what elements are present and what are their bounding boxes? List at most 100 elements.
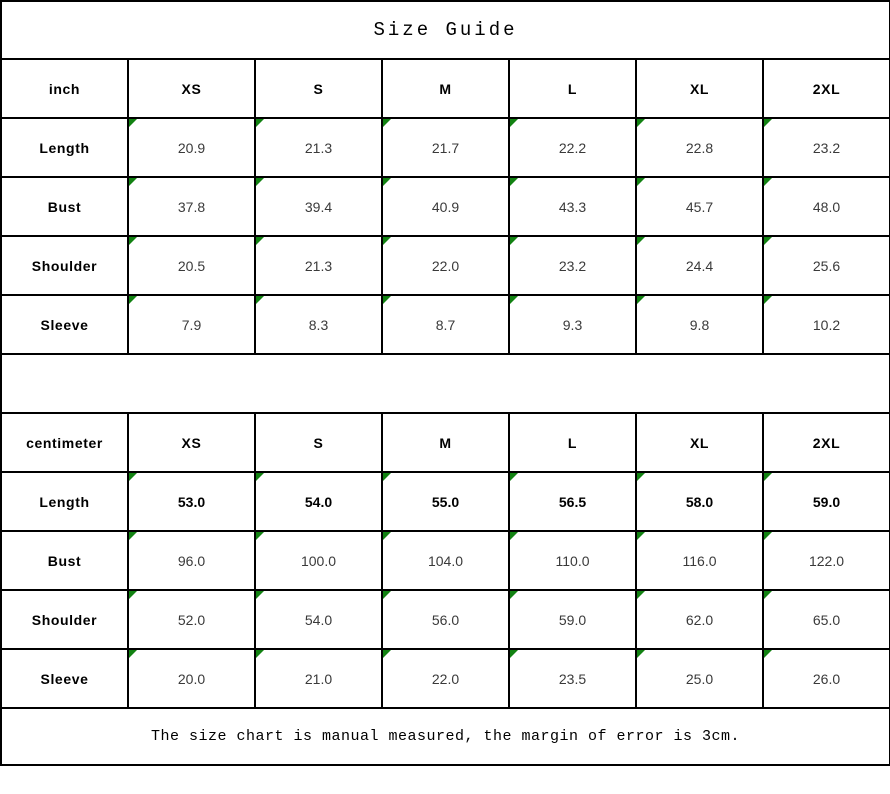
cell-value: 21.0 (304, 670, 333, 687)
green-triangle-icon (765, 297, 772, 304)
value-cell: 100.0 (254, 530, 383, 591)
value-cell: 56.5 (508, 471, 637, 532)
page-title: Size Guide (0, 0, 890, 60)
value-cell: 8.3 (254, 294, 383, 355)
value-cell: 23.2 (508, 235, 637, 296)
value-cell: 7.9 (127, 294, 256, 355)
size-header-cell: S (254, 412, 383, 473)
green-triangle-icon (257, 592, 264, 599)
cell-value: 25.0 (685, 670, 714, 687)
value-cell: 9.3 (508, 294, 637, 355)
cell-value: 22.0 (431, 257, 460, 274)
unit-header-row-centimeter: centimeter XS S M L XL 2XL (0, 412, 890, 473)
green-triangle-icon (130, 474, 137, 481)
green-triangle-icon (130, 238, 137, 245)
row-label: Bust (0, 530, 129, 591)
cell-value: 43.3 (558, 198, 587, 215)
cell-value: 21.3 (304, 139, 333, 156)
value-cell: 52.0 (127, 589, 256, 650)
value-cell: 48.0 (761, 176, 890, 237)
cell-value: 23.5 (558, 670, 587, 687)
value-cell: 25.0 (635, 648, 764, 709)
green-triangle-icon (638, 533, 645, 540)
cell-value: 96.0 (177, 552, 206, 569)
value-cell: 122.0 (761, 530, 890, 591)
green-triangle-icon (765, 238, 772, 245)
green-triangle-icon (765, 120, 772, 127)
cell-value: 104.0 (427, 552, 464, 569)
green-triangle-icon (384, 651, 391, 658)
value-cell: 10.2 (761, 294, 890, 355)
value-cell: 53.0 (127, 471, 256, 532)
row-label: Bust (0, 176, 129, 237)
green-triangle-icon (765, 651, 772, 658)
cell-value: 20.9 (177, 139, 206, 156)
value-cell: 54.0 (254, 589, 383, 650)
row-label: Length (0, 117, 129, 178)
size-header-cell: XS (127, 58, 256, 119)
cell-value: 20.0 (177, 670, 206, 687)
value-cell: 25.6 (761, 235, 890, 296)
cell-value: 26.0 (812, 670, 841, 687)
value-cell: 65.0 (761, 589, 890, 650)
value-cell: 22.0 (381, 648, 510, 709)
green-triangle-icon (638, 474, 645, 481)
green-triangle-icon (257, 533, 264, 540)
green-triangle-icon (638, 120, 645, 127)
green-triangle-icon (638, 238, 645, 245)
cell-value: 53.0 (177, 493, 206, 510)
green-triangle-icon (257, 238, 264, 245)
green-triangle-icon (384, 120, 391, 127)
green-triangle-icon (384, 238, 391, 245)
value-cell: 39.4 (254, 176, 383, 237)
green-triangle-icon (130, 651, 137, 658)
green-triangle-icon (257, 651, 264, 658)
measurement-row-sleeve: Sleeve 20.0 21.0 22.0 23.5 25.0 26.0 (0, 648, 890, 709)
cell-value: 7.9 (181, 316, 202, 333)
row-label: Length (0, 471, 129, 532)
size-header-cell: XL (635, 412, 764, 473)
cell-value: 37.8 (177, 198, 206, 215)
value-cell: 20.5 (127, 235, 256, 296)
green-triangle-icon (511, 474, 518, 481)
cell-value: 20.5 (177, 257, 206, 274)
size-guide-table: Size Guide inch XS S M L XL 2XL Length 20.9 21.3 2… (0, 0, 890, 766)
cell-value: 21.7 (431, 139, 460, 156)
value-cell: 59.0 (508, 589, 637, 650)
size-header-cell: XS (127, 412, 256, 473)
green-triangle-icon (638, 179, 645, 186)
green-triangle-icon (511, 533, 518, 540)
green-triangle-icon (257, 474, 264, 481)
measurement-row-length: Length 20.9 21.3 21.7 22.2 22.8 23.2 (0, 117, 890, 178)
cell-value: 59.0 (558, 611, 587, 628)
value-cell: 116.0 (635, 530, 764, 591)
cell-value: 40.9 (431, 198, 460, 215)
green-triangle-icon (511, 651, 518, 658)
size-header-cell: XL (635, 58, 764, 119)
green-triangle-icon (257, 120, 264, 127)
size-header-cell: L (508, 412, 637, 473)
unit-header-row-inch: inch XS S M L XL 2XL (0, 58, 890, 119)
value-cell: 26.0 (761, 648, 890, 709)
cell-value: 25.6 (812, 257, 841, 274)
value-cell: 37.8 (127, 176, 256, 237)
value-cell: 40.9 (381, 176, 510, 237)
green-triangle-icon (638, 592, 645, 599)
cell-value: 22.2 (558, 139, 587, 156)
size-header-cell: L (508, 58, 637, 119)
cell-value: 8.3 (308, 316, 329, 333)
value-cell: 110.0 (508, 530, 637, 591)
green-triangle-icon (130, 297, 137, 304)
value-cell: 54.0 (254, 471, 383, 532)
value-cell: 55.0 (381, 471, 510, 532)
cell-value: 24.4 (685, 257, 714, 274)
cell-value: 52.0 (177, 611, 206, 628)
green-triangle-icon (130, 592, 137, 599)
green-triangle-icon (130, 179, 137, 186)
cell-value: 65.0 (812, 611, 841, 628)
separator-row-cell (0, 353, 890, 414)
cell-value: 45.7 (685, 198, 714, 215)
size-header-cell: 2XL (761, 58, 890, 119)
value-cell: 43.3 (508, 176, 637, 237)
value-cell: 20.9 (127, 117, 256, 178)
